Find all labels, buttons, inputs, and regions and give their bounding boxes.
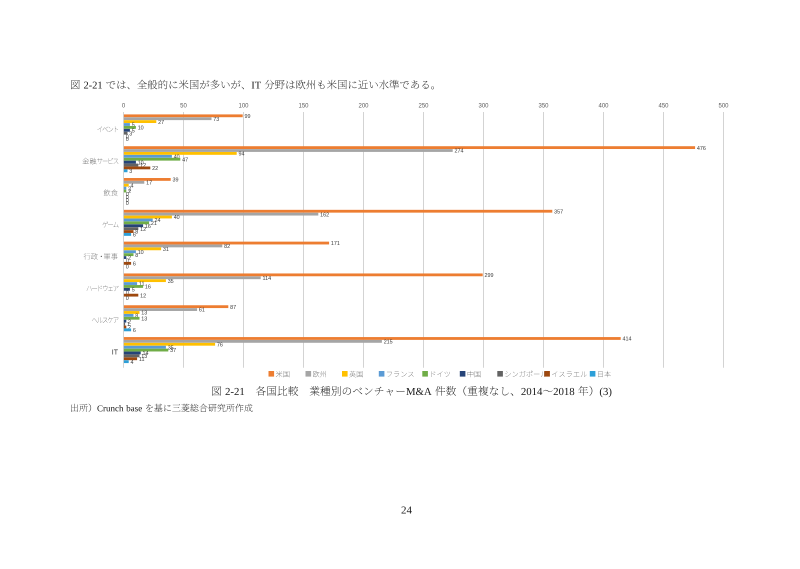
svg-text:2: 2 — [128, 256, 131, 262]
svg-text:3: 3 — [129, 131, 132, 137]
svg-text:100: 100 — [238, 104, 249, 110]
svg-text:0: 0 — [126, 134, 129, 140]
svg-text:299: 299 — [485, 273, 494, 279]
svg-text:31: 31 — [163, 247, 169, 253]
svg-text:21: 21 — [151, 221, 157, 227]
svg-text:16: 16 — [145, 224, 151, 230]
svg-text:0: 0 — [126, 201, 129, 207]
svg-text:47: 47 — [182, 157, 188, 163]
svg-text:274: 274 — [455, 149, 464, 155]
svg-text:12: 12 — [140, 293, 146, 299]
svg-text:11: 11 — [139, 357, 145, 363]
svg-text:37: 37 — [170, 348, 176, 354]
svg-text:350: 350 — [538, 104, 549, 110]
svg-text:24: 24 — [401, 505, 413, 517]
svg-text:5: 5 — [132, 128, 135, 134]
svg-text:12: 12 — [140, 163, 146, 169]
svg-text:87: 87 — [230, 305, 236, 311]
svg-text:10: 10 — [138, 126, 144, 132]
svg-text:0: 0 — [126, 192, 129, 198]
svg-text:14: 14 — [143, 351, 149, 357]
svg-text:0: 0 — [126, 137, 129, 143]
svg-text:94: 94 — [239, 152, 245, 158]
svg-text:0: 0 — [126, 296, 129, 302]
svg-text:13: 13 — [141, 311, 147, 317]
svg-text:450: 450 — [658, 104, 669, 110]
svg-text:76: 76 — [217, 342, 223, 348]
svg-text:400: 400 — [598, 104, 609, 110]
svg-text:162: 162 — [320, 212, 329, 218]
svg-text:35: 35 — [168, 279, 174, 285]
svg-text:2: 2 — [128, 186, 131, 192]
svg-text:8: 8 — [135, 314, 138, 320]
svg-text:250: 250 — [418, 104, 429, 110]
svg-text:17: 17 — [146, 180, 152, 186]
svg-text:0: 0 — [126, 290, 129, 296]
svg-text:150: 150 — [298, 104, 309, 110]
svg-text:476: 476 — [697, 146, 706, 152]
svg-text:500: 500 — [718, 104, 729, 110]
svg-text:35: 35 — [168, 345, 174, 351]
svg-text:2: 2 — [128, 189, 131, 195]
svg-text:12: 12 — [140, 227, 146, 233]
svg-text:0: 0 — [126, 198, 129, 204]
svg-text:24: 24 — [155, 218, 161, 224]
svg-text:8: 8 — [135, 253, 138, 259]
svg-text:10: 10 — [138, 160, 144, 166]
svg-text:2: 2 — [128, 325, 131, 331]
svg-text:10: 10 — [138, 250, 144, 256]
svg-text:39: 39 — [173, 178, 179, 184]
svg-text:3: 3 — [129, 169, 132, 175]
svg-text:6: 6 — [133, 233, 136, 239]
svg-text:171: 171 — [331, 241, 340, 247]
svg-text:40: 40 — [174, 215, 180, 221]
svg-text:16: 16 — [145, 285, 151, 291]
svg-text:414: 414 — [623, 337, 632, 343]
svg-text:5: 5 — [132, 123, 135, 129]
svg-text:22: 22 — [152, 166, 158, 172]
svg-text:82: 82 — [224, 244, 230, 250]
svg-text:6: 6 — [133, 261, 136, 267]
svg-text:27: 27 — [158, 120, 164, 126]
svg-text:13: 13 — [141, 354, 147, 360]
svg-text:13: 13 — [141, 316, 147, 322]
svg-text:4: 4 — [131, 183, 134, 189]
svg-text:200: 200 — [358, 104, 369, 110]
svg-text:1: 1 — [127, 322, 130, 328]
svg-text:11: 11 — [139, 282, 145, 288]
svg-text:0: 0 — [126, 264, 129, 270]
svg-text:2: 2 — [128, 319, 131, 325]
svg-text:0: 0 — [122, 104, 126, 110]
svg-text:8: 8 — [135, 230, 138, 236]
svg-text:6: 6 — [133, 328, 136, 334]
svg-text:0: 0 — [126, 195, 129, 201]
svg-text:5: 5 — [132, 288, 135, 294]
svg-text:99: 99 — [245, 114, 251, 120]
svg-text:114: 114 — [263, 276, 272, 282]
svg-text:61: 61 — [199, 308, 205, 314]
svg-text:73: 73 — [213, 117, 219, 123]
svg-text:300: 300 — [478, 104, 489, 110]
svg-text:40: 40 — [174, 154, 180, 160]
svg-text:215: 215 — [384, 340, 393, 346]
svg-text:4: 4 — [131, 360, 134, 366]
svg-text:357: 357 — [554, 209, 563, 215]
svg-text:IT: IT — [112, 349, 119, 356]
svg-text:0: 0 — [126, 259, 129, 265]
svg-text:50: 50 — [180, 104, 187, 110]
